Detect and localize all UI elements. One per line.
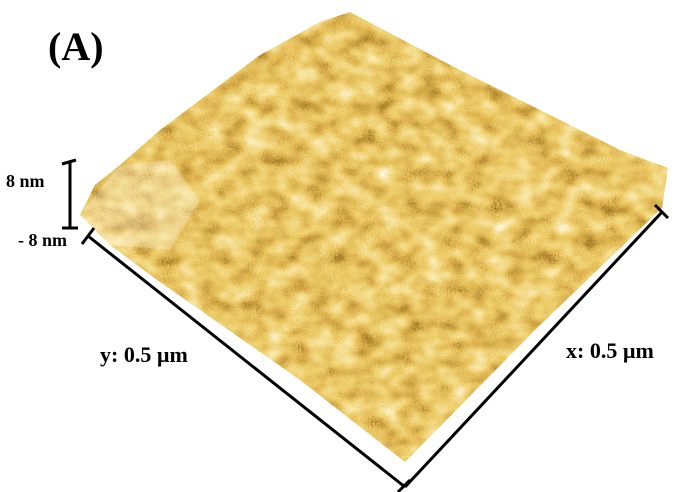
panel-label: (A): [48, 24, 104, 69]
z-top-label: 8 nm: [6, 171, 45, 191]
y-axis-label: y: 0.5 µm: [100, 342, 188, 367]
afm-figure: (A) 8 nm - 8 nm y: 0.5 µm x: 0.5 µm: [0, 0, 694, 492]
afm-surface: [70, 10, 680, 470]
z-axis: [62, 160, 78, 228]
z-bottom-label: - 8 nm: [18, 230, 67, 250]
x-axis-label: x: 0.5 µm: [566, 338, 654, 363]
